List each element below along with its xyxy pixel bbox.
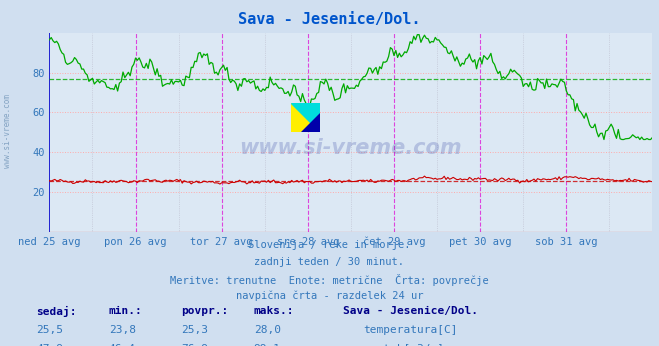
- Text: 46,4: 46,4: [109, 344, 136, 346]
- Text: navpična črta - razdelek 24 ur: navpična črta - razdelek 24 ur: [236, 290, 423, 301]
- Text: 76,9: 76,9: [181, 344, 208, 346]
- Text: Slovenija / reke in morje.: Slovenija / reke in morje.: [248, 240, 411, 251]
- Text: 25,5: 25,5: [36, 325, 63, 335]
- Text: temperatura[C]: temperatura[C]: [363, 325, 457, 335]
- Text: 23,8: 23,8: [109, 325, 136, 335]
- Text: Meritve: trenutne  Enote: metrične  Črta: povprečje: Meritve: trenutne Enote: metrične Črta: …: [170, 274, 489, 286]
- Text: 25,3: 25,3: [181, 325, 208, 335]
- Polygon shape: [291, 103, 320, 133]
- Polygon shape: [301, 113, 320, 133]
- Polygon shape: [291, 103, 320, 133]
- Text: maks.:: maks.:: [254, 306, 294, 316]
- Text: sedaj:: sedaj:: [36, 306, 76, 317]
- Text: 28,0: 28,0: [254, 325, 281, 335]
- Text: www.si-vreme.com: www.si-vreme.com: [240, 138, 462, 158]
- Text: Sava - Jesenice/Dol.: Sava - Jesenice/Dol.: [343, 306, 478, 316]
- Text: Sava - Jesenice/Dol.: Sava - Jesenice/Dol.: [239, 12, 420, 27]
- Text: 47,9: 47,9: [36, 344, 63, 346]
- Text: min.:: min.:: [109, 306, 142, 316]
- Text: zadnji teden / 30 minut.: zadnji teden / 30 minut.: [254, 257, 405, 267]
- Text: www.si-vreme.com: www.si-vreme.com: [3, 94, 13, 169]
- Text: 99,1: 99,1: [254, 344, 281, 346]
- Text: povpr.:: povpr.:: [181, 306, 229, 316]
- Text: pretok[m3/s]: pretok[m3/s]: [363, 344, 444, 346]
